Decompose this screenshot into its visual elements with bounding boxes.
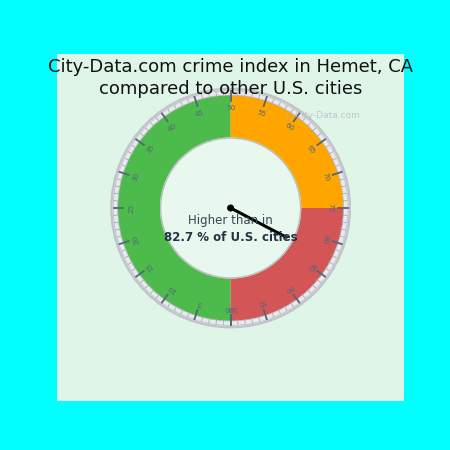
Text: 70: 70: [321, 172, 329, 183]
Text: 45: 45: [194, 109, 205, 117]
Text: 20: 20: [132, 234, 140, 244]
Text: 75: 75: [327, 203, 333, 213]
Text: 10: 10: [166, 284, 178, 294]
Wedge shape: [118, 95, 230, 321]
Text: 55: 55: [256, 109, 267, 117]
Text: 35: 35: [145, 144, 155, 155]
Text: compared to other U.S. cities: compared to other U.S. cities: [99, 80, 362, 98]
Text: 40: 40: [166, 122, 178, 133]
Text: 30: 30: [132, 172, 140, 183]
Circle shape: [228, 205, 234, 211]
Text: 0: 0: [228, 305, 233, 310]
Text: Higher than in: Higher than in: [188, 214, 273, 227]
Text: 90: 90: [284, 284, 295, 294]
Text: 82.7 % of U.S. cities: 82.7 % of U.S. cities: [164, 231, 297, 244]
Wedge shape: [230, 95, 343, 208]
Text: 95: 95: [256, 298, 267, 307]
Text: 65: 65: [306, 144, 316, 155]
Text: 25: 25: [128, 203, 134, 213]
Text: 15: 15: [145, 261, 155, 272]
Text: 80: 80: [321, 234, 329, 244]
Circle shape: [161, 138, 301, 278]
Text: 5: 5: [197, 299, 203, 306]
Text: 85: 85: [306, 261, 316, 272]
Text: 60: 60: [284, 122, 295, 133]
Text: 100: 100: [224, 305, 238, 310]
Text: City-Data.com crime index in Hemet, CA: City-Data.com crime index in Hemet, CA: [48, 58, 413, 76]
Circle shape: [111, 88, 351, 328]
Circle shape: [113, 90, 348, 325]
Text: ⌕ City-Data.com: ⌕ City-Data.com: [287, 111, 360, 120]
Text: 50: 50: [226, 105, 235, 112]
Wedge shape: [230, 208, 343, 321]
